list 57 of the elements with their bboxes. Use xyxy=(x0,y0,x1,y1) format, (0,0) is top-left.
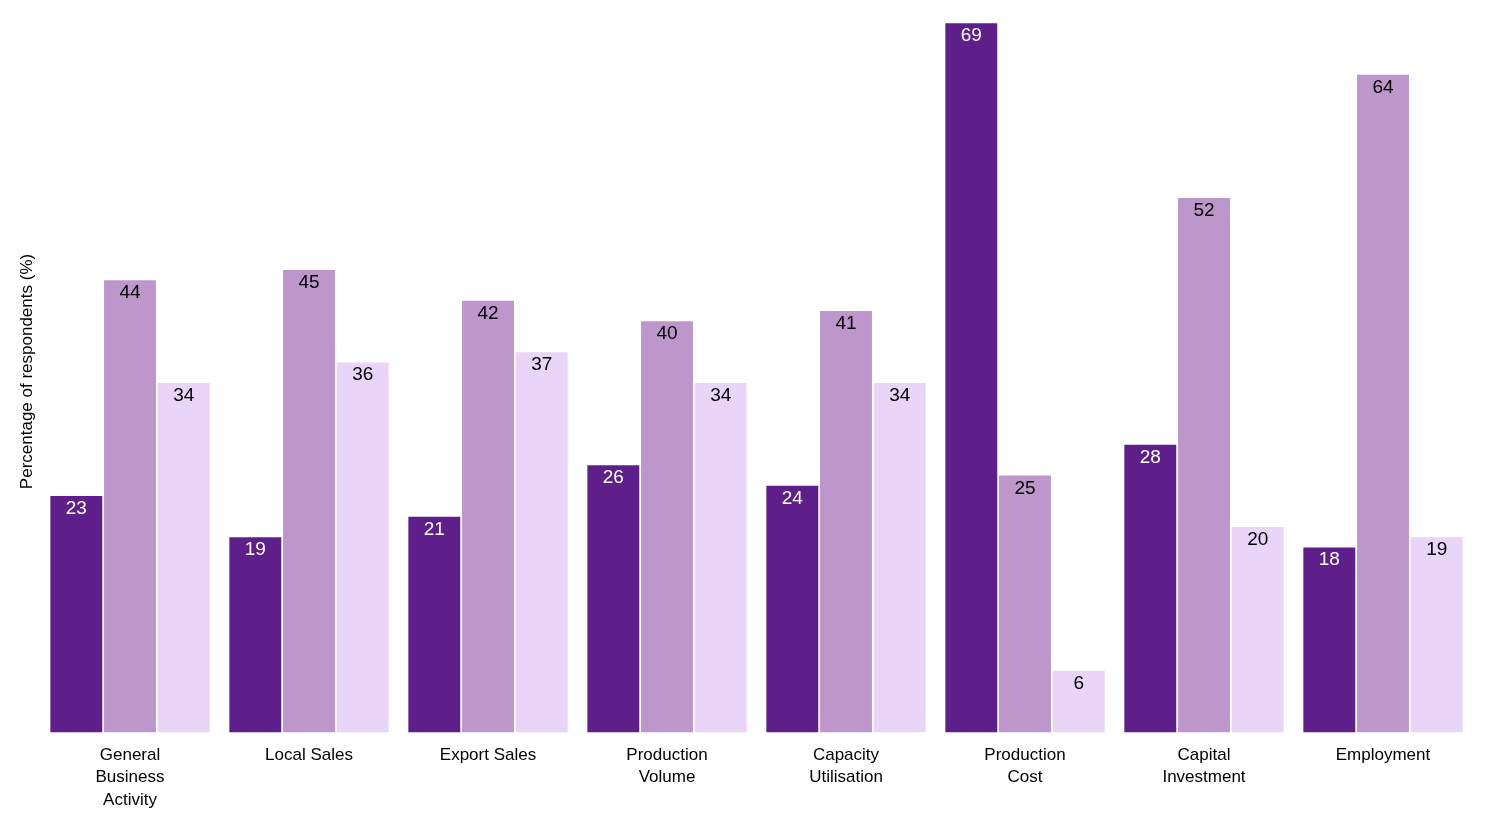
bar xyxy=(157,383,210,733)
data-label: 25 xyxy=(1014,476,1036,498)
data-label: 26 xyxy=(602,466,624,488)
bar xyxy=(873,383,926,733)
x-tick-label: Production Cost xyxy=(984,744,1066,787)
bar xyxy=(587,465,640,733)
data-label: 34 xyxy=(889,384,911,406)
data-label: 20 xyxy=(1247,527,1269,549)
bar xyxy=(462,300,514,733)
data-label: 24 xyxy=(781,486,804,508)
bar xyxy=(1178,198,1230,733)
bar xyxy=(820,311,872,733)
data-label: 34 xyxy=(173,384,195,406)
bar xyxy=(104,280,156,733)
bar xyxy=(1124,444,1177,733)
bar xyxy=(1410,537,1463,733)
data-label: 44 xyxy=(119,281,141,303)
bar xyxy=(336,362,389,733)
data-label: 23 xyxy=(65,497,87,519)
x-tick-label: Local Sales xyxy=(265,744,353,764)
data-label: 6 xyxy=(1073,671,1084,693)
data-label: 19 xyxy=(1426,538,1448,560)
y-axis-title: Percentage of respondents (%) xyxy=(16,253,36,490)
x-tick-label: Capacity Utilisation xyxy=(809,744,883,787)
data-label: 40 xyxy=(656,322,678,344)
bar xyxy=(945,23,998,733)
data-label: 36 xyxy=(352,363,374,385)
x-tick-label: General Business Activity xyxy=(95,744,165,810)
bar xyxy=(515,352,568,733)
data-label: 69 xyxy=(960,24,982,46)
bar xyxy=(641,321,693,733)
bar xyxy=(999,475,1051,733)
bar xyxy=(229,537,282,733)
data-label: 52 xyxy=(1193,199,1215,220)
data-label: 41 xyxy=(835,312,857,334)
x-tick-label: Production Volume xyxy=(626,744,708,787)
x-tick-label: Capital Investment xyxy=(1162,744,1246,787)
data-label: 64 xyxy=(1372,75,1394,97)
data-label: 34 xyxy=(710,384,732,406)
data-label: 19 xyxy=(244,538,266,560)
data-label: 45 xyxy=(298,270,320,292)
data-label: 28 xyxy=(1139,445,1161,467)
data-label: 18 xyxy=(1318,548,1340,570)
x-tick-label: Employment xyxy=(1335,744,1431,764)
bar xyxy=(50,496,103,733)
data-label: 42 xyxy=(477,301,499,323)
bar xyxy=(766,485,819,733)
bar xyxy=(408,516,461,733)
data-label: 21 xyxy=(423,517,445,539)
bar xyxy=(1303,547,1356,733)
bar xyxy=(1052,670,1105,733)
data-label: 37 xyxy=(531,353,553,375)
bar xyxy=(694,383,747,733)
x-tick-label: Export Sales xyxy=(439,744,537,764)
bar xyxy=(1357,74,1409,733)
bar xyxy=(283,269,335,733)
bar xyxy=(1231,526,1284,733)
